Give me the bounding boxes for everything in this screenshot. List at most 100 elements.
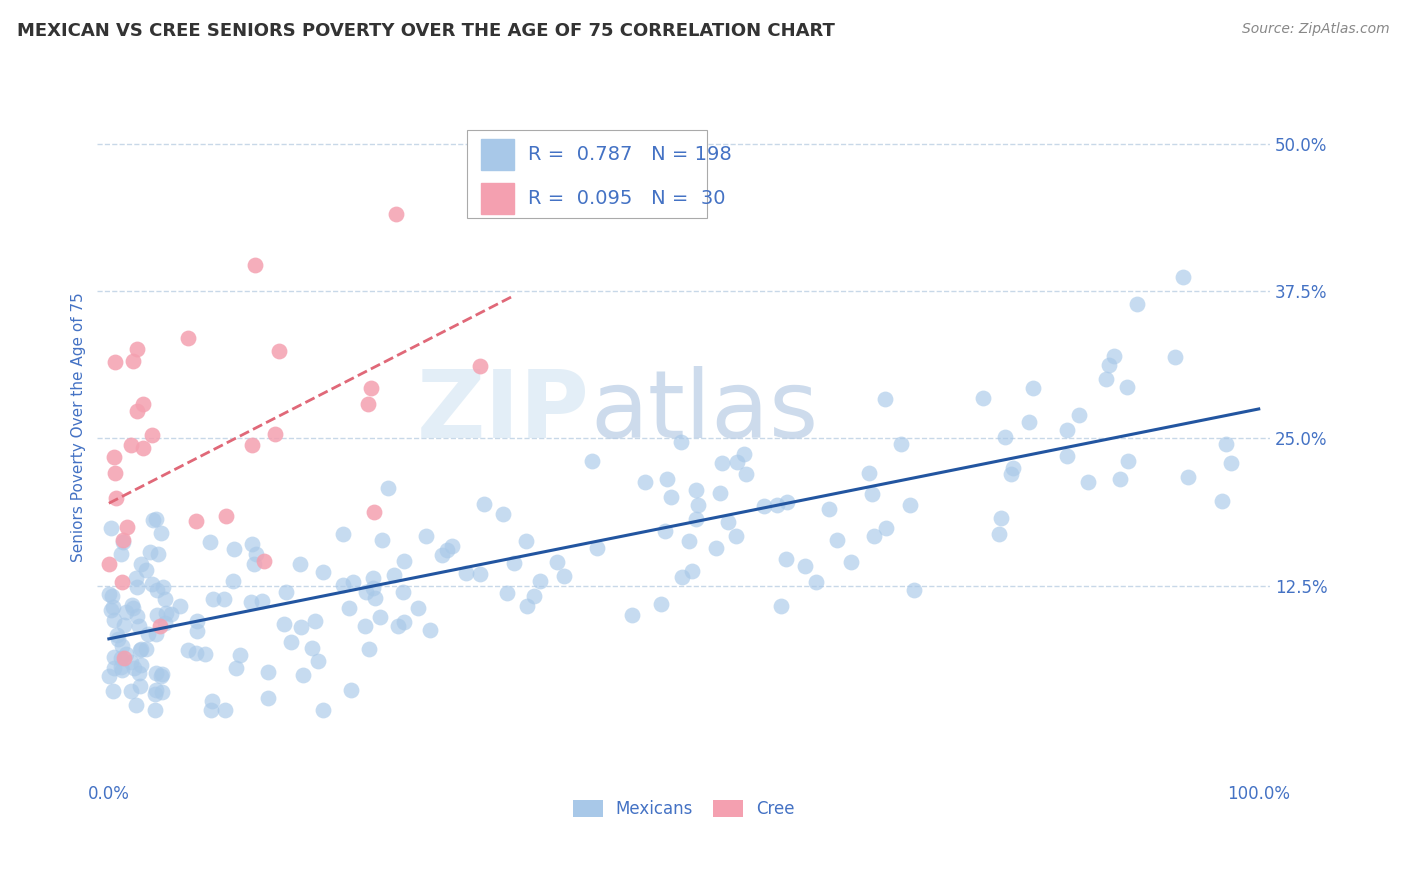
Point [160, 607, 183, 621]
Point [903, 582, 925, 597]
Point [972, 391, 994, 405]
Point [456, 566, 478, 581]
Legend: Mexicans, Cree: Mexicans, Cree [565, 794, 801, 825]
Point [332, 578, 354, 592]
Point [650, 597, 672, 611]
Point [472, 496, 495, 510]
Point [717, 515, 740, 529]
Point [110, 664, 132, 678]
Point [129, 642, 152, 657]
Point [104, 491, 127, 506]
Point [301, 640, 323, 655]
Point [98, 587, 121, 601]
Point [280, 635, 302, 649]
Point [1125, 297, 1147, 311]
Point [704, 541, 727, 555]
Point [988, 527, 1011, 541]
Point [257, 690, 280, 705]
Point [250, 594, 273, 608]
Point [1115, 380, 1137, 394]
Point [136, 627, 159, 641]
Point [470, 567, 492, 582]
Point [110, 547, 132, 561]
Point [775, 551, 797, 566]
Point [686, 498, 709, 512]
Point [391, 585, 413, 599]
Point [225, 661, 247, 675]
Point [669, 435, 692, 450]
Point [194, 647, 217, 661]
Point [104, 466, 127, 480]
Point [129, 641, 152, 656]
Point [419, 623, 441, 637]
Point [371, 533, 394, 547]
Point [620, 607, 643, 622]
Point [150, 667, 173, 681]
Point [125, 581, 148, 595]
Point [754, 499, 776, 513]
Point [681, 564, 703, 578]
Point [735, 467, 758, 481]
Point [114, 605, 136, 619]
Point [654, 524, 676, 538]
Point [150, 685, 173, 699]
Point [585, 541, 607, 555]
Point [128, 618, 150, 632]
Point [725, 528, 748, 542]
Point [1211, 494, 1233, 508]
Point [176, 331, 198, 345]
Point [128, 665, 150, 680]
Point [145, 512, 167, 526]
Point [825, 533, 848, 548]
Point [153, 591, 176, 606]
Point [430, 548, 453, 562]
Point [1116, 454, 1139, 468]
Point [1109, 472, 1132, 486]
Point [152, 580, 174, 594]
Point [100, 603, 122, 617]
Point [222, 541, 245, 556]
Point [145, 627, 167, 641]
Point [115, 520, 138, 534]
Point [370, 610, 392, 624]
Point [243, 258, 266, 272]
Point [186, 624, 208, 638]
Point [363, 505, 385, 519]
Point [1077, 475, 1099, 490]
Point [385, 207, 408, 221]
Point [710, 456, 733, 470]
Point [342, 575, 364, 590]
Text: R =  0.095   N =  30: R = 0.095 N = 30 [527, 189, 725, 208]
Point [354, 619, 377, 633]
Point [146, 547, 169, 561]
Point [112, 650, 135, 665]
Point [377, 481, 399, 495]
Point [806, 575, 828, 590]
Point [516, 599, 538, 613]
Point [337, 601, 360, 615]
Point [141, 428, 163, 442]
Point [769, 599, 792, 613]
Point [523, 589, 546, 603]
Point [339, 683, 361, 698]
Point [214, 702, 236, 716]
Point [121, 598, 143, 612]
Point [202, 591, 225, 606]
Point [149, 618, 172, 632]
Point [139, 545, 162, 559]
Point [492, 508, 515, 522]
Point [1095, 372, 1118, 386]
Text: MEXICAN VS CREE SENIORS POVERTY OVER THE AGE OF 75 CORRELATION CHART: MEXICAN VS CREE SENIORS POVERTY OVER THE… [17, 22, 835, 40]
Point [104, 355, 127, 369]
Point [111, 533, 134, 548]
Point [125, 571, 148, 585]
Point [290, 620, 312, 634]
Point [1098, 358, 1121, 372]
Point [120, 438, 142, 452]
Point [135, 642, 157, 657]
Point [240, 438, 263, 452]
Point [860, 487, 883, 501]
Point [1173, 270, 1195, 285]
Point [107, 632, 129, 646]
Point [200, 535, 222, 549]
